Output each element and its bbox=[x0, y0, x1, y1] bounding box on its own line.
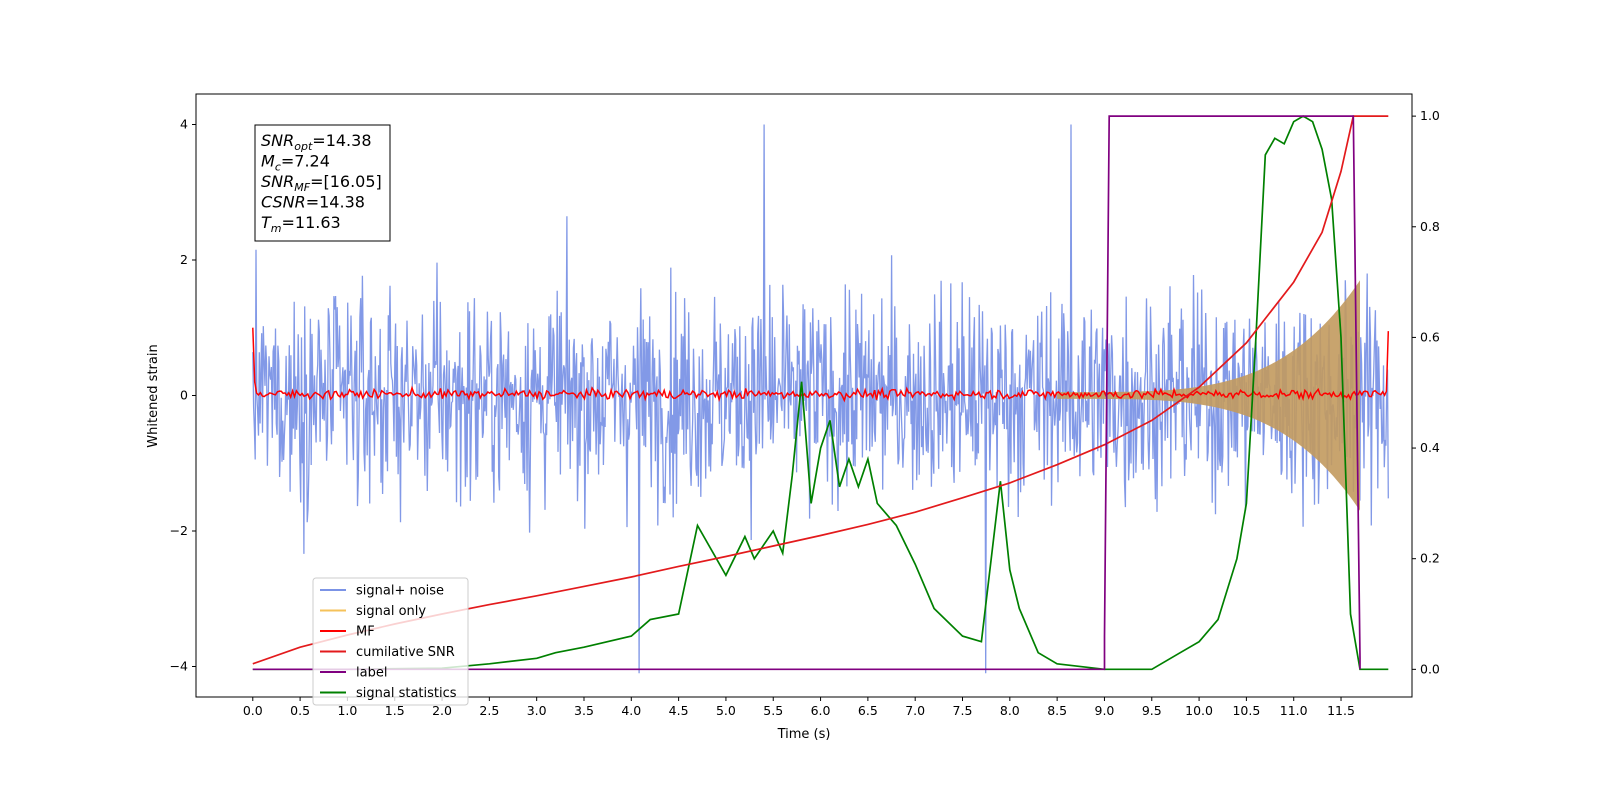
y-right-tick-label: 0.4 bbox=[1420, 440, 1440, 455]
x-tick-label: 1.5 bbox=[385, 703, 405, 718]
x-tick-label: 4.0 bbox=[621, 703, 641, 718]
x-tick-label: 9.5 bbox=[1142, 703, 1162, 718]
y-right-tick-label: 0.6 bbox=[1420, 329, 1440, 344]
y-right-tick-label: 0.0 bbox=[1420, 661, 1440, 676]
legend-label: cumilative SNR bbox=[356, 645, 455, 660]
legend-label: signal statistics bbox=[356, 686, 457, 701]
x-tick-label: 6.5 bbox=[858, 703, 878, 718]
y-left-tick-label: 4 bbox=[180, 116, 188, 131]
x-tick-label: 9.0 bbox=[1095, 703, 1115, 718]
y-left-tick-label: −2 bbox=[170, 523, 188, 538]
y-right-tick-label: 0.8 bbox=[1420, 219, 1440, 234]
y-axis-label: Whitened strain bbox=[146, 344, 161, 447]
annotation-line: Tm=11.63 bbox=[261, 213, 341, 235]
legend-frame bbox=[312, 577, 469, 706]
plot-layer bbox=[252, 115, 1390, 674]
x-axis-label: Time (s) bbox=[777, 727, 831, 742]
annotation-frame bbox=[254, 124, 391, 242]
x-tick-label: 11.0 bbox=[1280, 703, 1308, 718]
legend-label: MF bbox=[356, 625, 375, 640]
annotation-line: SNRopt=14.38 bbox=[261, 131, 372, 153]
x-tick-label: 0.5 bbox=[290, 703, 310, 718]
series-signal-statistics bbox=[252, 115, 1389, 671]
y-right-tick-label: 1.0 bbox=[1420, 108, 1440, 123]
x-tick-label: 11.5 bbox=[1327, 703, 1355, 718]
legend-label: signal+ noise bbox=[356, 584, 444, 599]
legend-label: signal only bbox=[356, 604, 426, 619]
x-tick-label: 8.0 bbox=[1000, 703, 1020, 718]
y-left-tick-label: −4 bbox=[170, 659, 188, 674]
annotation-line: Mc=7.24 bbox=[261, 152, 330, 174]
x-tick-label: 2.0 bbox=[432, 703, 452, 718]
y-left-tick-label: 2 bbox=[180, 252, 188, 267]
series-mf bbox=[252, 327, 1390, 403]
legend-label: label bbox=[356, 666, 387, 681]
x-tick-label: 1.0 bbox=[337, 703, 357, 718]
x-tick-label: 7.5 bbox=[953, 703, 973, 718]
annotation-box: SNRopt=14.38Mc=7.24SNRMF=[16.05]CSNR=14.… bbox=[254, 124, 391, 242]
series-label bbox=[252, 115, 1361, 671]
series-signal-only bbox=[1057, 280, 1360, 511]
x-tick-label: 4.5 bbox=[669, 703, 689, 718]
series-signal-noise bbox=[252, 124, 1389, 674]
y-left-tick-label: 0 bbox=[180, 388, 188, 403]
x-tick-label: 10.5 bbox=[1232, 703, 1260, 718]
x-tick-label: 0.0 bbox=[243, 703, 263, 718]
x-tick-label: 7.0 bbox=[905, 703, 925, 718]
annotation-line: CSNR=14.38 bbox=[261, 193, 365, 212]
x-tick-label: 2.5 bbox=[479, 703, 499, 718]
y-right-tick-label: 0.2 bbox=[1420, 551, 1440, 566]
x-tick-label: 6.0 bbox=[811, 703, 831, 718]
x-tick-label: 10.0 bbox=[1185, 703, 1213, 718]
annotation-line: SNRMF=[16.05] bbox=[261, 172, 382, 194]
legend: signal+ noise signal only MF cumilative SNR… bbox=[312, 577, 469, 706]
x-tick-label: 5.5 bbox=[763, 703, 783, 718]
x-tick-label: 8.5 bbox=[1047, 703, 1067, 718]
x-tick-label: 3.0 bbox=[527, 703, 547, 718]
x-tick-label: 3.5 bbox=[574, 703, 594, 718]
axes-layer: 0.0 0.5 1.0 1.5 2.0 2.5 3.0 3.5 4.0 4.5 5.0 5.5 6.0 6… bbox=[170, 108, 1440, 718]
x-tick-label: 5.0 bbox=[716, 703, 736, 718]
